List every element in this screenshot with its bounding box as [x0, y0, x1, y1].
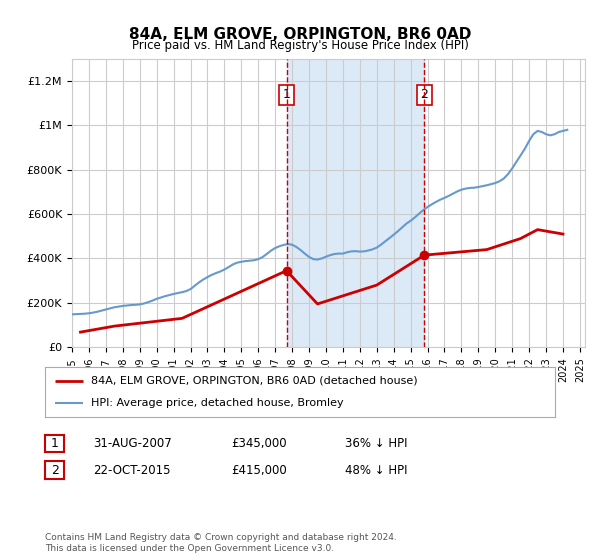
Text: HPI: Average price, detached house, Bromley: HPI: Average price, detached house, Brom… [91, 398, 344, 408]
Text: 22-OCT-2015: 22-OCT-2015 [93, 464, 170, 477]
Text: Price paid vs. HM Land Registry's House Price Index (HPI): Price paid vs. HM Land Registry's House … [131, 39, 469, 53]
Text: 1: 1 [50, 437, 59, 450]
Text: 2: 2 [50, 464, 59, 477]
Text: £345,000: £345,000 [231, 437, 287, 450]
Text: 84A, ELM GROVE, ORPINGTON, BR6 0AD: 84A, ELM GROVE, ORPINGTON, BR6 0AD [129, 27, 471, 42]
Text: 31-AUG-2007: 31-AUG-2007 [93, 437, 172, 450]
Text: 2: 2 [421, 88, 428, 101]
Text: Contains HM Land Registry data © Crown copyright and database right 2024.
This d: Contains HM Land Registry data © Crown c… [45, 533, 397, 553]
Text: £415,000: £415,000 [231, 464, 287, 477]
Text: 84A, ELM GROVE, ORPINGTON, BR6 0AD (detached house): 84A, ELM GROVE, ORPINGTON, BR6 0AD (deta… [91, 376, 418, 386]
Bar [287, 59, 424, 347]
Text: 1: 1 [283, 88, 290, 101]
Text: 36% ↓ HPI: 36% ↓ HPI [345, 437, 407, 450]
Text: 48% ↓ HPI: 48% ↓ HPI [345, 464, 407, 477]
